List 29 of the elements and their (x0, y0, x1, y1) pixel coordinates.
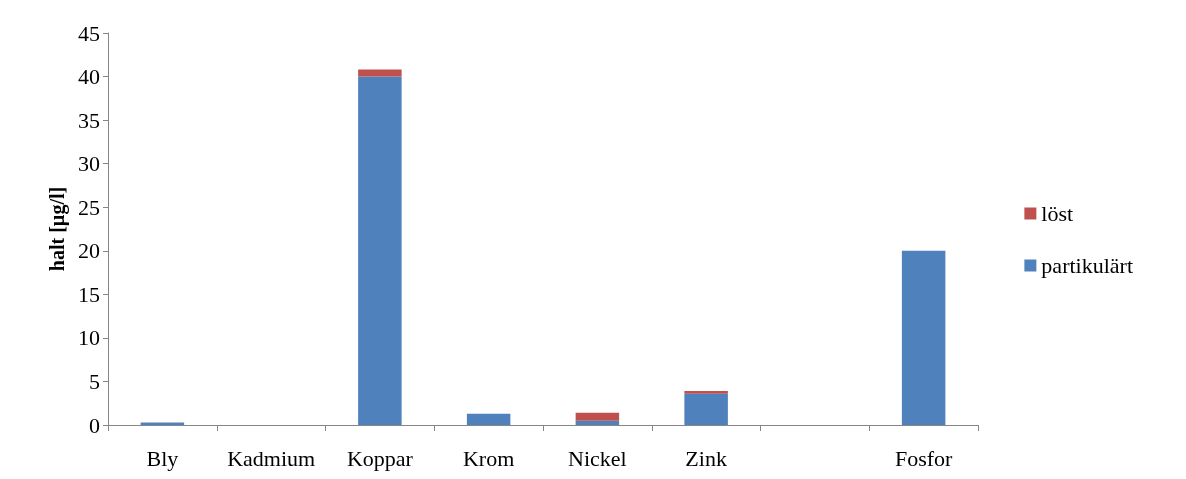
y-tick-label: 20 (78, 238, 100, 264)
y-tick-label: 30 (78, 151, 100, 177)
y-tick-label: 45 (78, 20, 100, 46)
y-tick-label: 40 (78, 64, 100, 90)
x-tick-label: Kadmium (227, 445, 316, 471)
y-axis-title: halt [µg/l] (46, 186, 70, 272)
x-tick-label: Fosfor (894, 445, 954, 471)
x-tick-label: Zink (685, 445, 727, 471)
y-tick-label: 15 (78, 281, 100, 307)
bar (684, 391, 728, 394)
x-tick-label: Nickel (568, 445, 627, 471)
x-tick-label: Bly (146, 445, 179, 471)
bar (575, 412, 620, 421)
y-tick-label: 0 (89, 412, 100, 438)
y-tick-label: 5 (89, 368, 100, 394)
bar (358, 69, 402, 77)
bar (901, 250, 946, 425)
y-tick-label: 10 (78, 325, 100, 351)
bar (358, 76, 402, 425)
y-tick-label: 35 (78, 107, 100, 133)
bar (575, 420, 620, 425)
bar (140, 422, 185, 425)
legend-label: partikulärt (1041, 253, 1134, 278)
y-tick-label: 25 (78, 194, 100, 220)
legend-label: löst (1041, 201, 1074, 226)
bar (684, 393, 728, 425)
x-tick-label: Krom (462, 445, 515, 471)
bar (466, 413, 511, 425)
x-tick-label: Koppar (346, 445, 414, 471)
